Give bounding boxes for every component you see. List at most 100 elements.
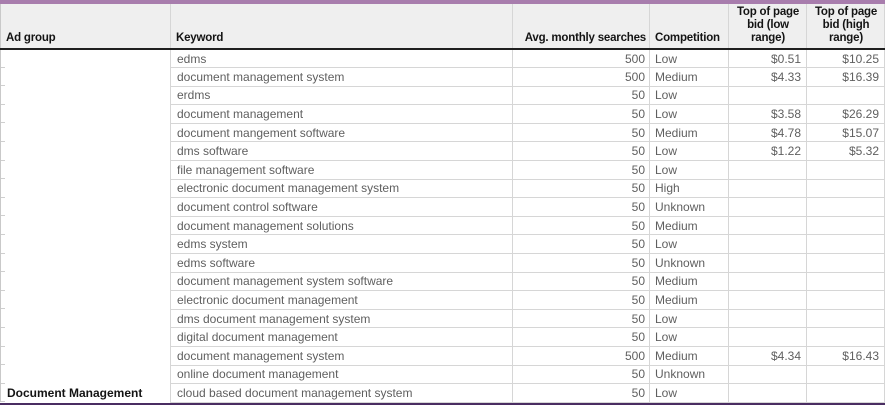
cell-avg-monthly-searches[interactable]: 500 <box>512 67 650 87</box>
cell-competition[interactable]: Medium <box>649 272 729 292</box>
cell-top-of-page-bid-low[interactable]: $0.51 <box>728 49 807 69</box>
cell-avg-monthly-searches[interactable]: 50 <box>512 234 650 255</box>
cell-competition[interactable]: Unknown <box>649 253 729 273</box>
cell-ad-group[interactable] <box>0 67 171 87</box>
cell-top-of-page-bid-high[interactable] <box>806 272 885 292</box>
cell-keyword[interactable]: document mangement software <box>170 123 513 143</box>
cell-top-of-page-bid-high[interactable]: $15.07 <box>806 123 885 143</box>
cell-keyword[interactable]: dms software <box>170 141 513 162</box>
cell-avg-monthly-searches[interactable]: 50 <box>512 253 650 273</box>
cell-ad-group[interactable] <box>0 179 171 198</box>
cell-competition[interactable]: Medium <box>649 346 729 366</box>
cell-keyword[interactable]: document control software <box>170 197 513 217</box>
cell-keyword[interactable]: electronic document management system <box>170 179 513 199</box>
cell-top-of-page-bid-low[interactable]: $1.22 <box>728 141 807 162</box>
cell-keyword[interactable]: online document management <box>170 365 513 385</box>
cell-top-of-page-bid-high[interactable] <box>806 160 885 180</box>
cell-top-of-page-bid-high[interactable] <box>806 86 885 106</box>
cell-ad-group[interactable] <box>0 327 171 347</box>
cell-top-of-page-bid-high[interactable]: $10.25 <box>806 49 885 69</box>
cell-avg-monthly-searches[interactable]: 50 <box>512 123 650 143</box>
cell-keyword[interactable]: document management system software <box>170 272 513 292</box>
cell-keyword[interactable]: document management system <box>170 346 513 366</box>
cell-top-of-page-bid-low[interactable]: $4.78 <box>728 123 807 143</box>
cell-competition[interactable]: Unknown <box>649 365 729 385</box>
cell-top-of-page-bid-high[interactable] <box>806 327 885 347</box>
cell-top-of-page-bid-low[interactable] <box>728 383 807 403</box>
cell-ad-group[interactable]: Document Management <box>0 383 171 403</box>
cell-keyword[interactable]: edms system <box>170 234 513 255</box>
cell-top-of-page-bid-low[interactable] <box>728 309 807 329</box>
cell-top-of-page-bid-high[interactable] <box>806 365 885 385</box>
cell-competition[interactable]: Low <box>649 327 729 347</box>
cell-avg-monthly-searches[interactable]: 50 <box>512 216 650 236</box>
cell-top-of-page-bid-high[interactable] <box>806 179 885 199</box>
cell-top-of-page-bid-high[interactable] <box>806 216 885 236</box>
cell-top-of-page-bid-low[interactable]: $4.33 <box>728 67 807 87</box>
cell-competition[interactable]: Low <box>649 160 729 180</box>
cell-avg-monthly-searches[interactable]: 500 <box>512 346 650 366</box>
cell-ad-group[interactable] <box>0 216 171 235</box>
cell-top-of-page-bid-high[interactable] <box>806 234 885 255</box>
cell-top-of-page-bid-low[interactable] <box>728 290 807 310</box>
cell-avg-monthly-searches[interactable]: 50 <box>512 309 650 329</box>
cell-competition[interactable]: Low <box>649 234 729 255</box>
cell-top-of-page-bid-low[interactable] <box>728 179 807 199</box>
cell-top-of-page-bid-high[interactable] <box>806 290 885 310</box>
cell-ad-group[interactable] <box>0 86 171 105</box>
cell-keyword[interactable]: dms document management system <box>170 309 513 329</box>
cell-avg-monthly-searches[interactable]: 50 <box>512 365 650 385</box>
cell-keyword[interactable]: edms software <box>170 253 513 273</box>
cell-competition[interactable]: Medium <box>649 216 729 236</box>
cell-ad-group[interactable] <box>0 290 171 310</box>
cell-avg-monthly-searches[interactable]: 50 <box>512 179 650 199</box>
cell-top-of-page-bid-low[interactable] <box>728 327 807 347</box>
cell-keyword[interactable]: document management <box>170 104 513 124</box>
column-header-top-of-page-bid-high[interactable]: Top of page bid (high range) <box>806 4 885 50</box>
cell-top-of-page-bid-high[interactable] <box>806 383 885 403</box>
cell-top-of-page-bid-low[interactable] <box>728 86 807 106</box>
cell-ad-group[interactable] <box>0 365 171 384</box>
cell-top-of-page-bid-low[interactable] <box>728 234 807 255</box>
cell-ad-group[interactable] <box>0 309 171 328</box>
cell-top-of-page-bid-high[interactable]: $16.39 <box>806 67 885 87</box>
column-header-top-of-page-bid-low[interactable]: Top of page bid (low range) <box>728 4 807 50</box>
cell-ad-group[interactable] <box>0 49 171 68</box>
cell-avg-monthly-searches[interactable]: 50 <box>512 272 650 292</box>
column-header-competition[interactable]: Competition <box>649 4 729 50</box>
cell-competition[interactable]: Low <box>649 49 729 69</box>
cell-top-of-page-bid-low[interactable] <box>728 197 807 217</box>
cell-avg-monthly-searches[interactable]: 50 <box>512 383 650 403</box>
cell-avg-monthly-searches[interactable]: 50 <box>512 104 650 124</box>
cell-competition[interactable]: High <box>649 179 729 199</box>
cell-competition[interactable]: Low <box>649 141 729 162</box>
cell-top-of-page-bid-high[interactable]: $5.32 <box>806 141 885 162</box>
cell-ad-group[interactable] <box>0 141 171 161</box>
cell-top-of-page-bid-high[interactable]: $26.29 <box>806 104 885 124</box>
cell-keyword[interactable]: electronic document management <box>170 290 513 310</box>
cell-ad-group[interactable] <box>0 197 171 217</box>
cell-keyword[interactable]: document management solutions <box>170 216 513 236</box>
cell-top-of-page-bid-low[interactable] <box>728 253 807 273</box>
cell-top-of-page-bid-low[interactable]: $4.34 <box>728 346 807 366</box>
cell-top-of-page-bid-low[interactable]: $3.58 <box>728 104 807 124</box>
cell-competition[interactable]: Medium <box>649 67 729 87</box>
cell-competition[interactable]: Unknown <box>649 197 729 217</box>
cell-top-of-page-bid-low[interactable] <box>728 365 807 385</box>
cell-ad-group[interactable] <box>0 160 171 180</box>
cell-top-of-page-bid-high[interactable]: $16.43 <box>806 346 885 366</box>
cell-top-of-page-bid-low[interactable] <box>728 216 807 236</box>
cell-avg-monthly-searches[interactable]: 50 <box>512 290 650 310</box>
cell-competition[interactable]: Low <box>649 86 729 106</box>
cell-keyword[interactable]: erdms <box>170 86 513 106</box>
cell-competition[interactable]: Low <box>649 309 729 329</box>
cell-top-of-page-bid-high[interactable] <box>806 309 885 329</box>
column-header-avg-monthly-searches[interactable]: Avg. monthly searches <box>512 4 650 50</box>
cell-keyword[interactable]: file management software <box>170 160 513 180</box>
cell-ad-group[interactable] <box>0 234 171 254</box>
cell-ad-group[interactable] <box>0 272 171 291</box>
cell-top-of-page-bid-high[interactable] <box>806 253 885 273</box>
cell-keyword[interactable]: digital document management <box>170 327 513 347</box>
cell-keyword[interactable]: edms <box>170 49 513 69</box>
cell-ad-group[interactable] <box>0 346 171 366</box>
